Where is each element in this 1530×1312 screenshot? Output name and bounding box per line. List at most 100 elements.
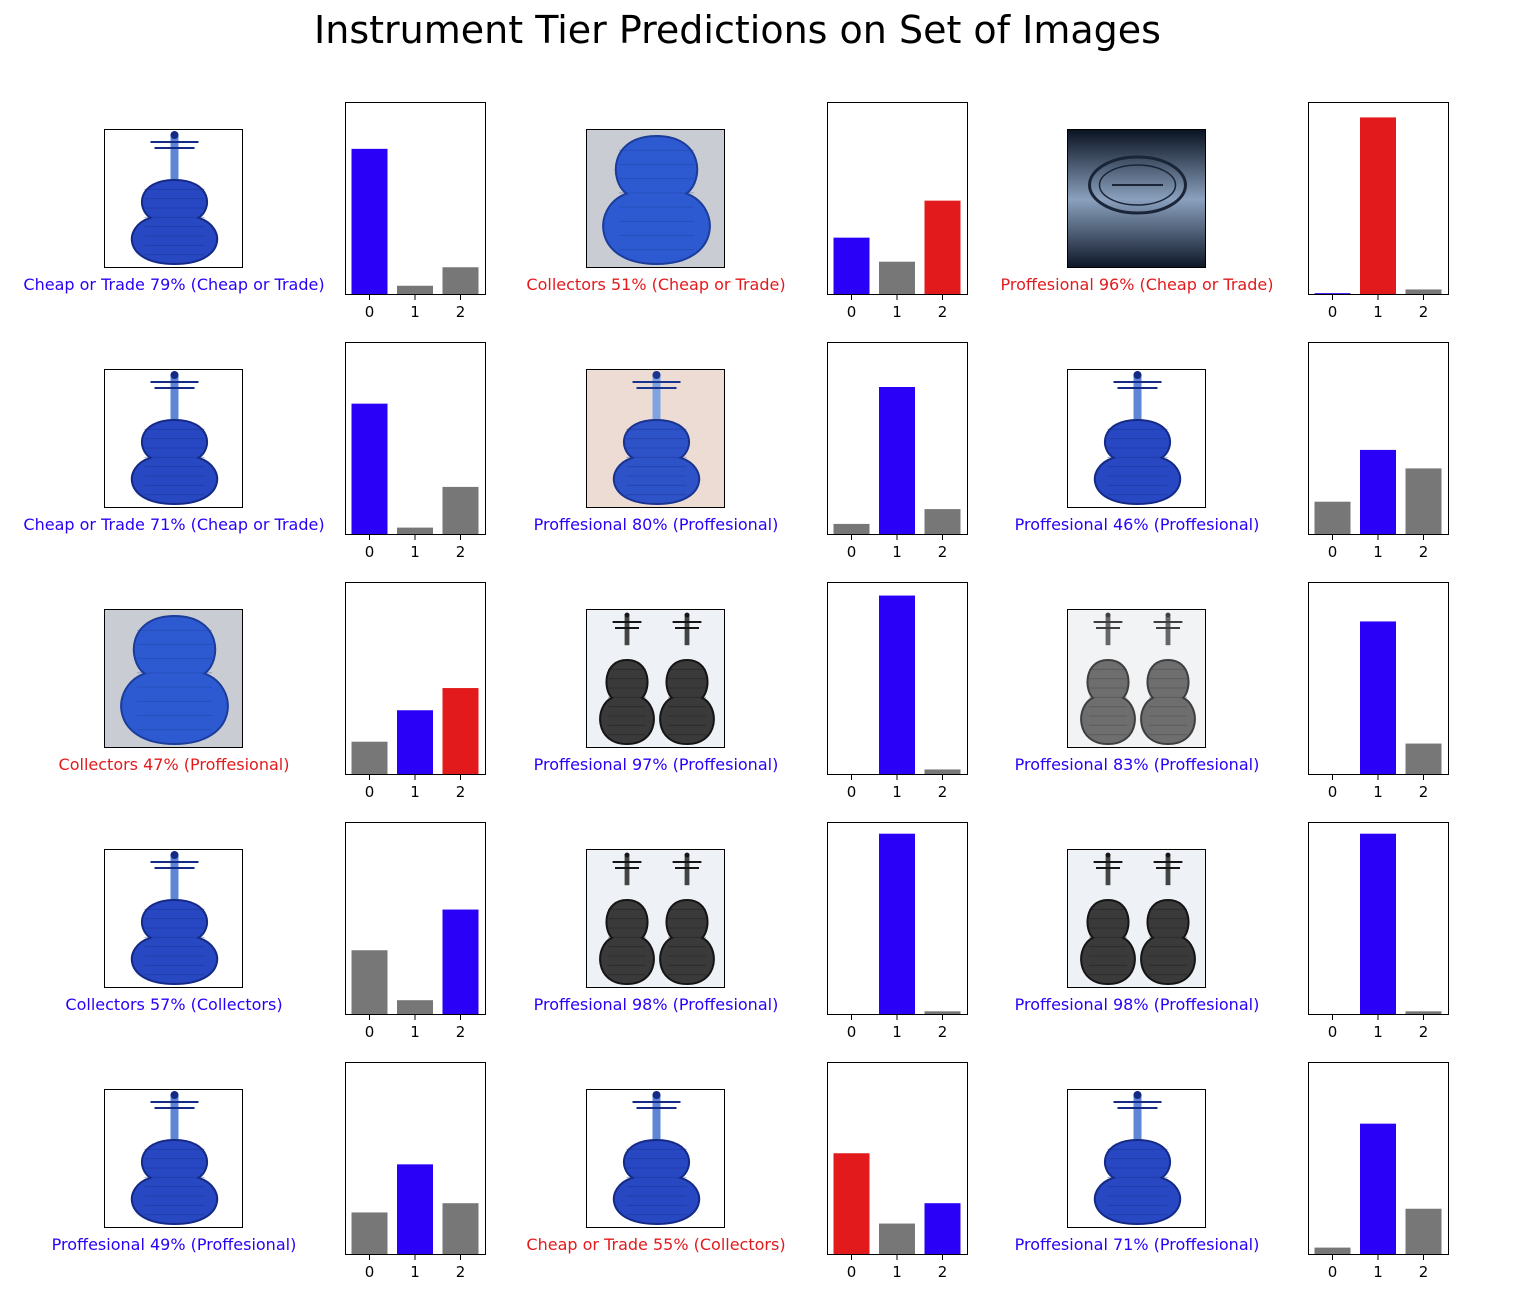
x-tick-label: 0: [847, 783, 857, 801]
bar-class-2: [442, 1203, 479, 1255]
prediction-image: [586, 1089, 725, 1228]
x-tick-label: 0: [1328, 303, 1338, 321]
probability-bar-chart: 0 1 2: [827, 1062, 968, 1281]
x-tick-label: 2: [456, 543, 466, 561]
prediction-image: [586, 129, 725, 268]
bar-chart-svg: 0 1 2: [827, 582, 968, 801]
x-tick-label: 2: [456, 1263, 466, 1281]
prediction-caption: Collectors 47% (Proffesional): [58, 755, 290, 774]
prediction-image-graphic: [587, 850, 724, 987]
prediction-image: [1067, 609, 1206, 748]
prediction-image-graphic: [1068, 850, 1205, 987]
axes-frame: [345, 102, 486, 295]
probability-bar-chart: 0 1 2: [345, 582, 486, 801]
bar-class-1: [879, 387, 915, 535]
probability-bar-chart: 0 1 2: [1308, 582, 1449, 801]
axes-frame: [1308, 822, 1449, 1015]
x-tick-label: 1: [410, 303, 420, 321]
bar-class-2: [924, 200, 961, 295]
bar-chart-svg: 0 1 2: [827, 1062, 968, 1281]
prediction-caption: Proffesional 80% (Proffesional): [533, 515, 779, 534]
prediction-image: [104, 849, 243, 988]
x-tick-label: 2: [456, 1023, 466, 1041]
x-tick-label: 0: [847, 303, 857, 321]
bar-class-2: [924, 769, 961, 775]
bar-class-0: [351, 403, 388, 535]
x-tick-label: 1: [1373, 783, 1383, 801]
bar-class-1: [879, 1223, 915, 1255]
x-tick-label: 1: [410, 543, 420, 561]
bar-chart-svg: 0 1 2: [1308, 1062, 1449, 1281]
bar-class-2: [1405, 1011, 1442, 1015]
bar-class-1: [1360, 117, 1396, 296]
bar-chart-svg: 0 1 2: [1308, 822, 1449, 1041]
bar-class-0: [351, 148, 388, 295]
bar-chart-svg: 0 1 2: [827, 822, 968, 1041]
x-tick-label: 2: [1419, 783, 1429, 801]
prediction-caption: Cheap or Trade 71% (Cheap or Trade): [23, 515, 325, 534]
bar-class-2: [924, 509, 961, 535]
prediction-caption: Proffesional 96% (Cheap or Trade): [1000, 275, 1274, 294]
x-tick-label: 0: [1328, 1023, 1338, 1041]
prediction-caption: Collectors 51% (Cheap or Trade): [526, 275, 786, 294]
probability-bar-chart: 0 1 2: [827, 582, 968, 801]
bar-chart-svg: 0 1 2: [1308, 342, 1449, 561]
axes-frame: [1308, 102, 1449, 295]
x-tick-label: 1: [410, 783, 420, 801]
x-tick-label: 0: [365, 543, 375, 561]
prediction-image-graphic: [105, 130, 242, 267]
x-tick-label: 1: [892, 543, 902, 561]
bar-chart-svg: 0 1 2: [1308, 582, 1449, 801]
x-tick-label: 2: [1419, 543, 1429, 561]
prediction-image: [104, 609, 243, 748]
x-tick-label: 2: [938, 783, 948, 801]
bar-chart-svg: 0 1 2: [345, 1062, 486, 1281]
bar-class-1: [397, 710, 433, 775]
x-tick-label: 1: [410, 1023, 420, 1041]
prediction-image-graphic: [1068, 370, 1205, 507]
axes-frame: [1308, 582, 1449, 775]
bar-class-2: [924, 1203, 961, 1255]
x-tick-label: 0: [365, 783, 375, 801]
bar-class-0: [833, 523, 870, 535]
prediction-image-graphic: [105, 370, 242, 507]
axes-frame: [345, 1062, 486, 1255]
axes-frame: [1308, 342, 1449, 535]
axes-frame: [827, 102, 968, 295]
prediction-caption: Cheap or Trade 55% (Collectors): [526, 1235, 786, 1254]
x-tick-label: 2: [1419, 303, 1429, 321]
probability-bar-chart: 0 1 2: [827, 102, 968, 321]
bar-chart-svg: 0 1 2: [345, 342, 486, 561]
probability-bar-chart: 0 1 2: [827, 822, 968, 1041]
probability-bar-chart: 0 1 2: [1308, 102, 1449, 321]
bar-class-2: [924, 1011, 961, 1015]
x-tick-label: 0: [365, 303, 375, 321]
prediction-image-graphic: [105, 850, 242, 987]
prediction-image-graphic: [1068, 610, 1205, 747]
bar-class-1: [397, 1164, 433, 1255]
bar-class-1: [1360, 833, 1396, 1015]
prediction-image: [1067, 129, 1206, 268]
bar-chart-svg: 0 1 2: [827, 102, 968, 321]
x-tick-label: 2: [938, 1023, 948, 1041]
prediction-caption: Cheap or Trade 79% (Cheap or Trade): [23, 275, 325, 294]
probability-bar-chart: 0 1 2: [1308, 1062, 1449, 1281]
figure-title: Instrument Tier Predictions on Set of Im…: [314, 8, 1161, 52]
bar-chart-svg: 0 1 2: [345, 822, 486, 1041]
x-tick-label: 2: [456, 783, 466, 801]
bar-class-1: [397, 285, 433, 295]
bar-class-0: [1314, 501, 1351, 535]
x-tick-label: 2: [938, 303, 948, 321]
x-tick-label: 0: [365, 1263, 375, 1281]
bar-chart-svg: 0 1 2: [827, 342, 968, 561]
x-tick-label: 2: [1419, 1023, 1429, 1041]
probability-bar-chart: 0 1 2: [1308, 342, 1449, 561]
x-tick-label: 2: [938, 1263, 948, 1281]
bar-class-2: [1405, 743, 1442, 775]
probability-bar-chart: 0 1 2: [345, 342, 486, 561]
prediction-caption: Proffesional 83% (Proffesional): [1014, 755, 1260, 774]
x-tick-label: 1: [892, 1263, 902, 1281]
prediction-image: [586, 369, 725, 508]
bar-class-1: [879, 595, 915, 775]
probability-bar-chart: 0 1 2: [827, 342, 968, 561]
